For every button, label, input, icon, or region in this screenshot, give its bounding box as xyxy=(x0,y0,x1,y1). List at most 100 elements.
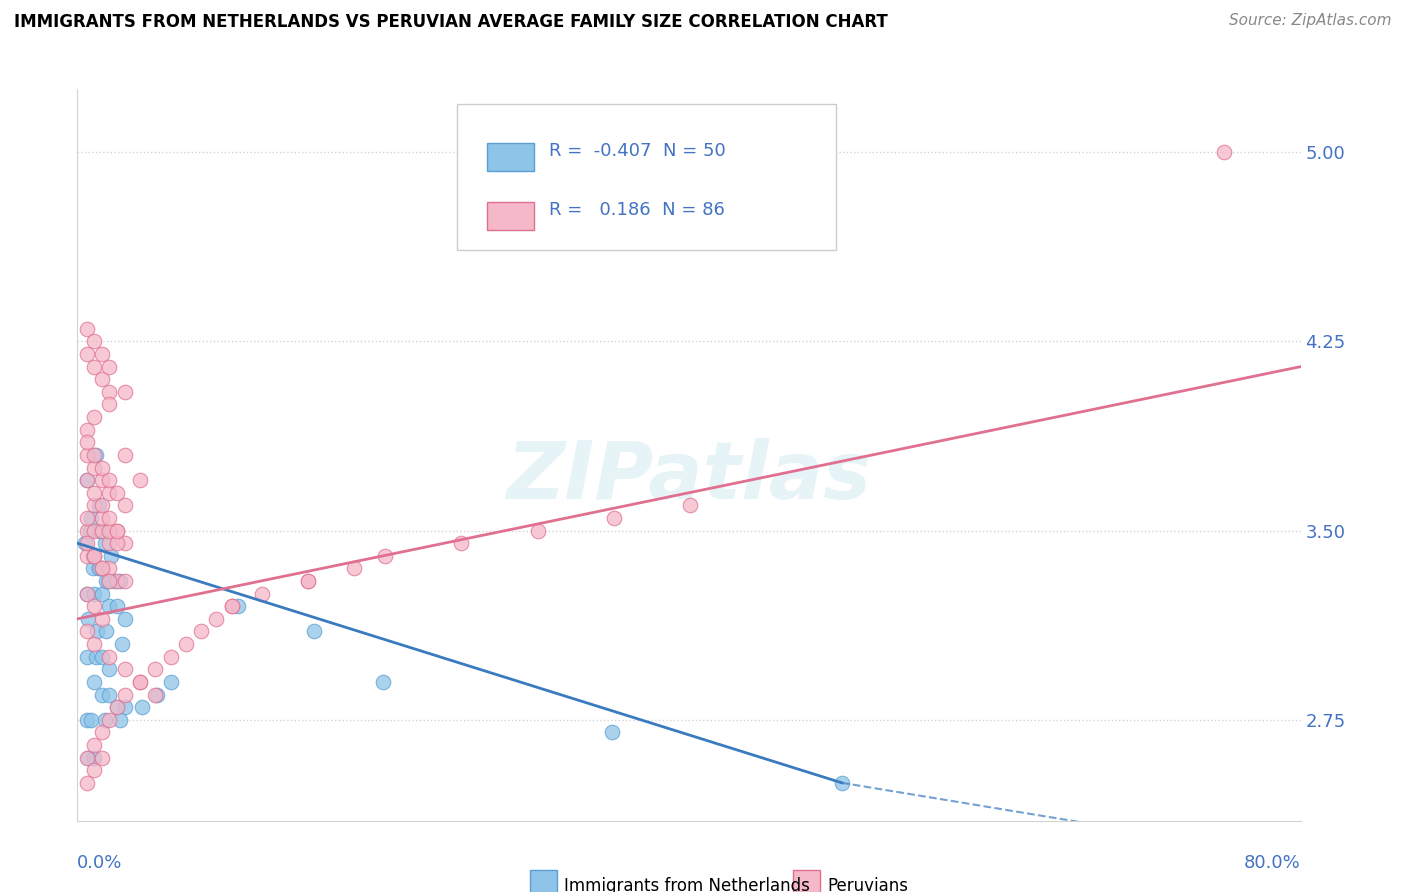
Point xyxy=(679,499,702,513)
Point xyxy=(146,688,169,702)
Point xyxy=(105,524,128,538)
Point xyxy=(108,574,131,588)
Text: R =  -0.407  N = 50: R = -0.407 N = 50 xyxy=(548,143,725,161)
Point xyxy=(79,524,101,538)
Point xyxy=(221,599,243,614)
Point xyxy=(89,524,111,538)
Point xyxy=(76,524,98,538)
Point xyxy=(105,536,128,550)
Point xyxy=(98,561,121,575)
Point xyxy=(129,674,152,689)
Point xyxy=(83,460,105,475)
Point xyxy=(76,536,98,550)
Point xyxy=(83,750,105,764)
Point xyxy=(83,499,105,513)
Point xyxy=(190,624,212,639)
Point xyxy=(90,524,112,538)
Point xyxy=(76,713,98,727)
Point xyxy=(98,574,121,588)
Point xyxy=(76,587,98,601)
Point xyxy=(83,334,105,349)
Point xyxy=(90,612,112,626)
Point xyxy=(76,448,98,462)
Point xyxy=(90,649,112,664)
FancyBboxPatch shape xyxy=(793,870,820,892)
Point xyxy=(297,574,319,588)
Point xyxy=(80,713,103,727)
Point xyxy=(114,574,136,588)
Point xyxy=(76,587,98,601)
Point xyxy=(297,574,319,588)
Point xyxy=(83,549,105,563)
Point xyxy=(76,624,98,639)
Point xyxy=(90,511,112,525)
Point xyxy=(98,688,121,702)
Point xyxy=(98,511,121,525)
Point xyxy=(90,750,112,764)
Point xyxy=(143,688,166,702)
Point xyxy=(159,674,181,689)
Point xyxy=(82,549,104,563)
Point xyxy=(76,549,98,563)
Point xyxy=(86,624,108,639)
Point xyxy=(97,574,120,588)
Point xyxy=(114,612,136,626)
Point xyxy=(90,473,112,487)
Point xyxy=(83,359,105,374)
Point xyxy=(831,776,853,790)
Point xyxy=(450,536,472,550)
Point xyxy=(80,511,103,525)
Point xyxy=(76,322,98,336)
Point xyxy=(114,384,136,399)
FancyBboxPatch shape xyxy=(457,103,835,250)
Text: 0.0%: 0.0% xyxy=(77,854,122,871)
Point xyxy=(98,485,121,500)
Point xyxy=(111,637,134,651)
Point xyxy=(108,713,131,727)
Point xyxy=(90,561,112,575)
Point xyxy=(98,359,121,374)
Point xyxy=(84,448,107,462)
Point xyxy=(98,662,121,676)
Point xyxy=(143,662,166,676)
Point xyxy=(90,725,112,739)
Point xyxy=(87,561,110,575)
Point xyxy=(343,561,366,575)
Text: IMMIGRANTS FROM NETHERLANDS VS PERUVIAN AVERAGE FAMILY SIZE CORRELATION CHART: IMMIGRANTS FROM NETHERLANDS VS PERUVIAN … xyxy=(14,13,887,31)
Point xyxy=(76,750,98,764)
Point xyxy=(76,435,98,450)
Point xyxy=(105,524,128,538)
Point xyxy=(83,674,105,689)
Point xyxy=(90,561,112,575)
Text: ZIPatlas: ZIPatlas xyxy=(506,438,872,516)
Point xyxy=(105,574,128,588)
Point xyxy=(374,549,396,563)
Point xyxy=(105,599,128,614)
Point xyxy=(83,599,105,614)
Point xyxy=(76,423,98,437)
Point xyxy=(174,637,197,651)
Point xyxy=(226,599,249,614)
Point xyxy=(83,410,105,425)
Point xyxy=(114,448,136,462)
Text: R =   0.186  N = 86: R = 0.186 N = 86 xyxy=(548,201,724,219)
Point xyxy=(87,561,110,575)
Text: 80.0%: 80.0% xyxy=(1244,854,1301,871)
Point xyxy=(252,587,274,601)
Point xyxy=(90,347,112,361)
Point xyxy=(76,473,98,487)
Point xyxy=(114,536,136,550)
Point xyxy=(114,662,136,676)
Point xyxy=(100,549,122,563)
Point xyxy=(76,776,98,790)
Point xyxy=(90,372,112,386)
Point xyxy=(105,700,128,714)
Point xyxy=(98,397,121,411)
Point xyxy=(98,536,121,550)
Text: Immigrants from Netherlands: Immigrants from Netherlands xyxy=(564,878,810,892)
FancyBboxPatch shape xyxy=(486,202,534,230)
Point xyxy=(84,649,107,664)
Text: Peruvians: Peruvians xyxy=(827,878,908,892)
Point xyxy=(131,700,153,714)
Point xyxy=(82,561,104,575)
